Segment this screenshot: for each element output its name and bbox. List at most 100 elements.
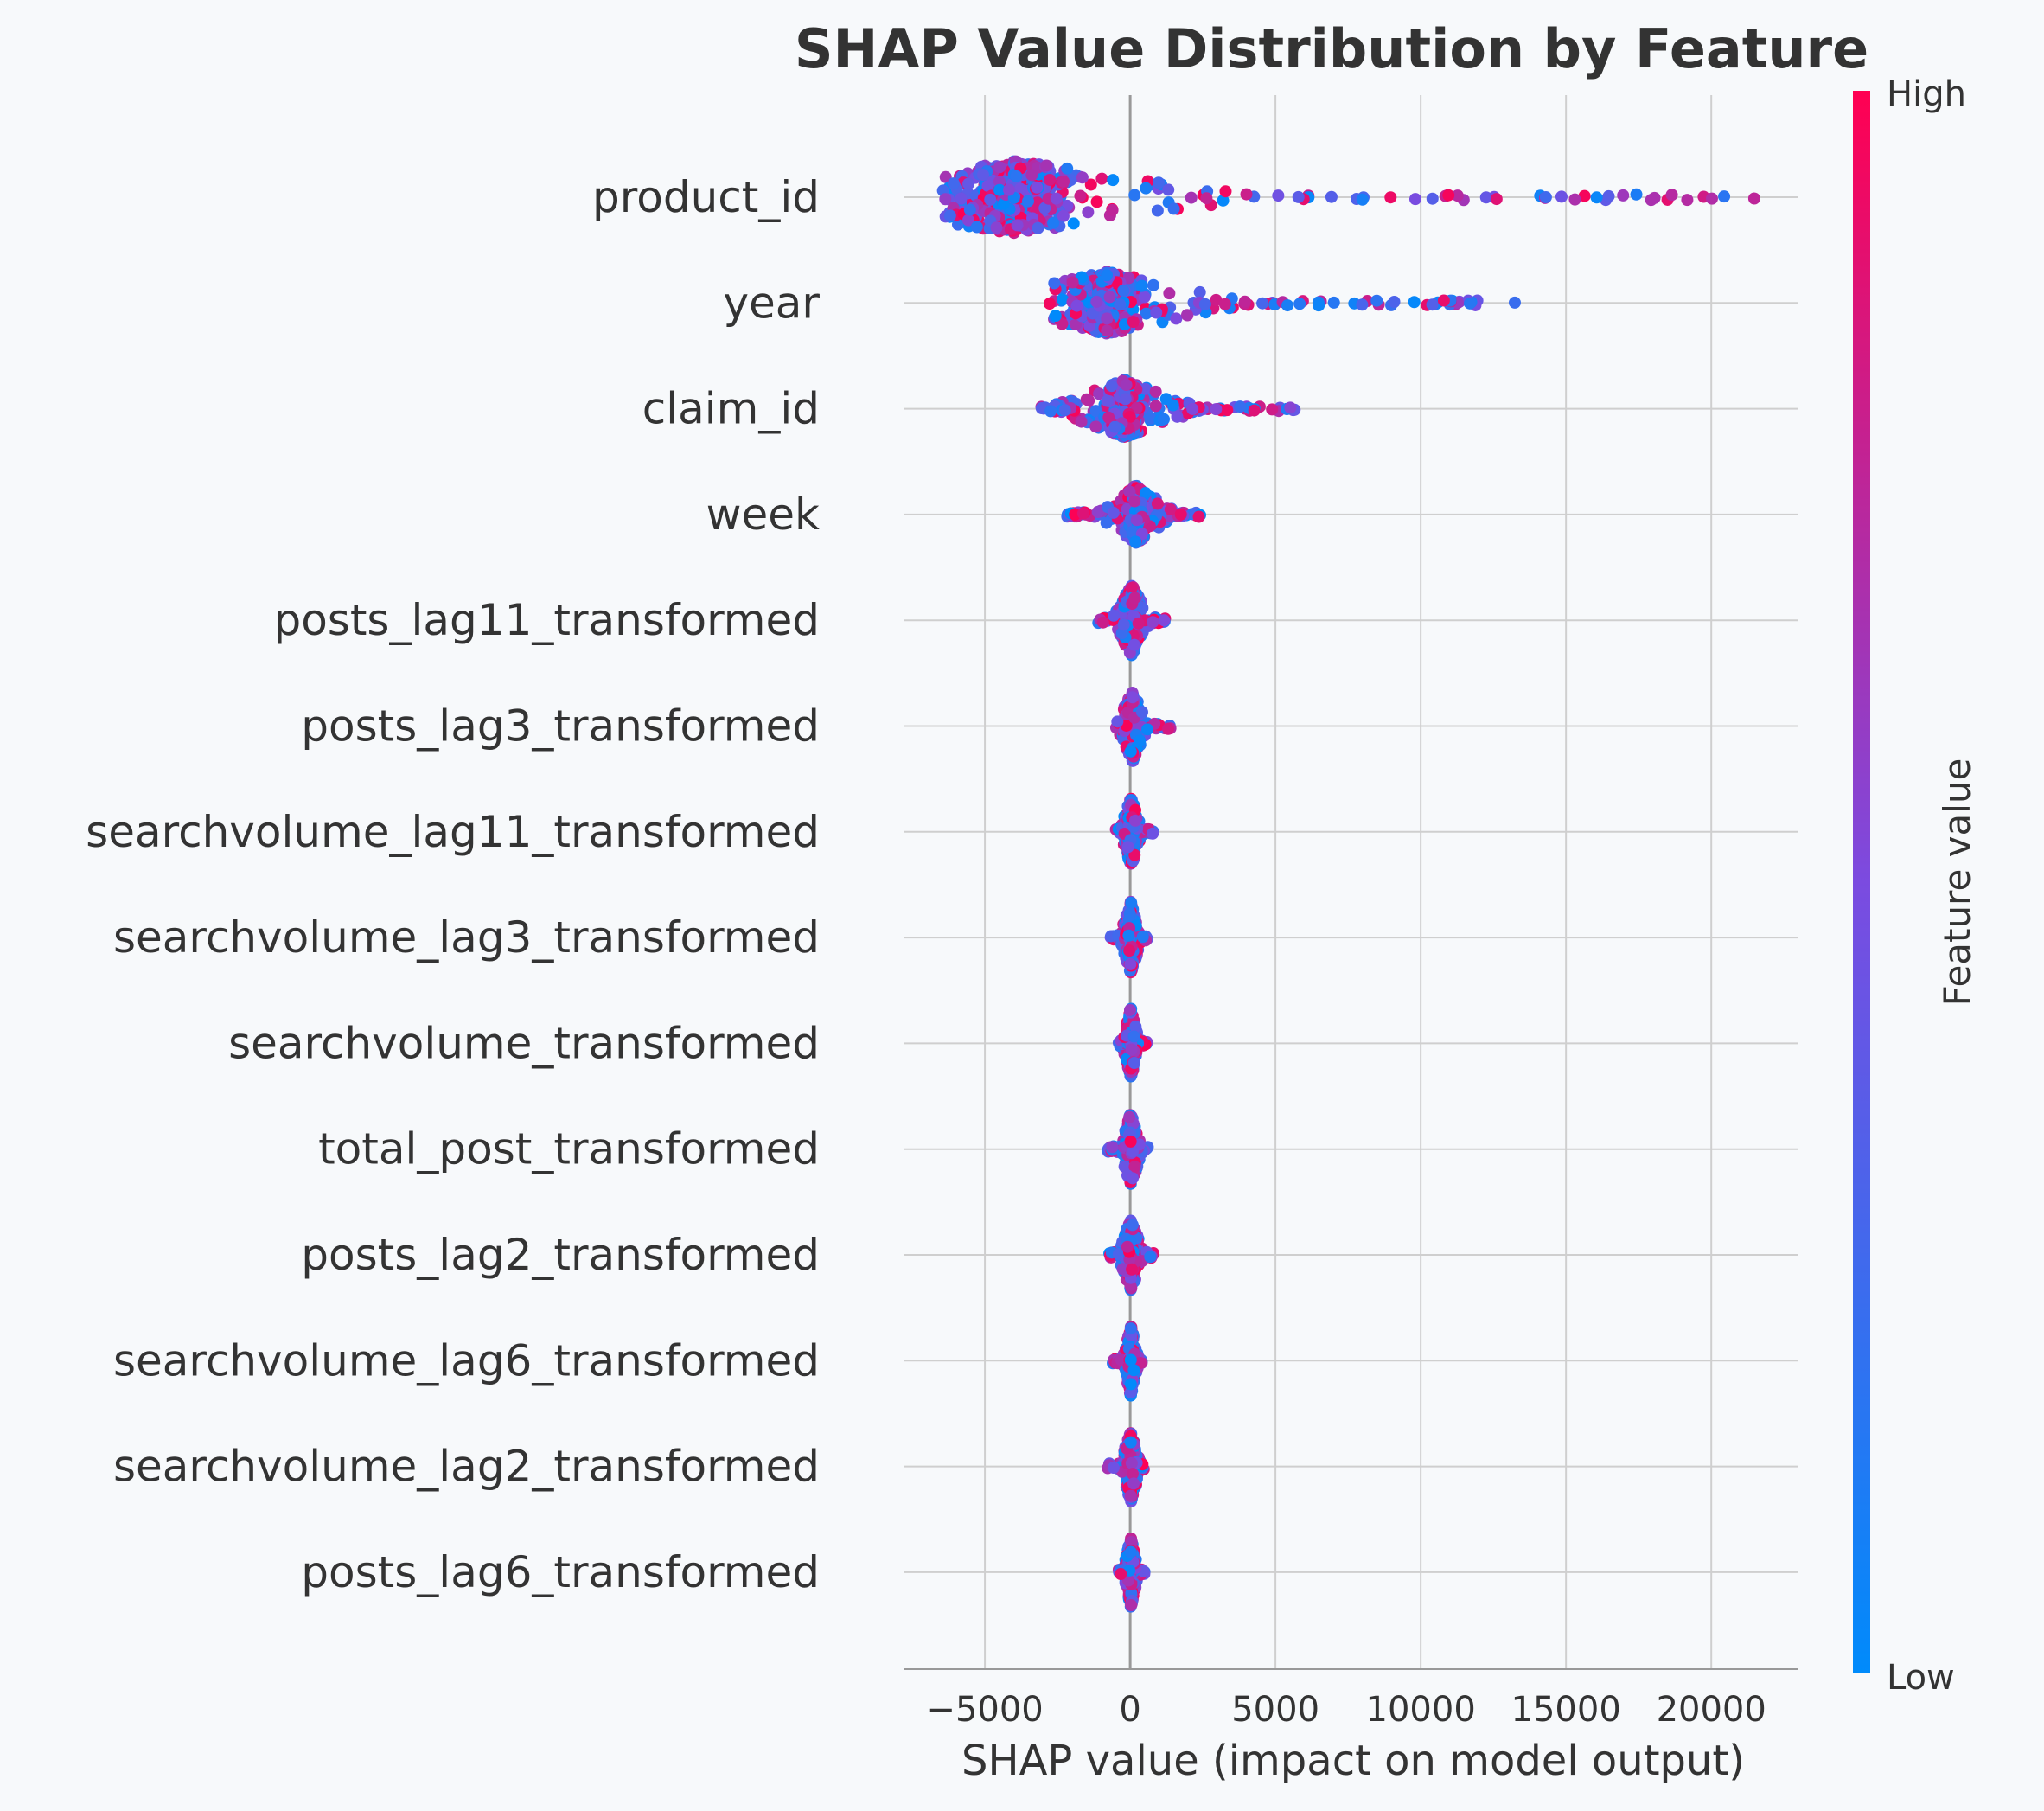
shap-point bbox=[1539, 191, 1552, 204]
shap-point bbox=[1090, 295, 1103, 308]
shap-point bbox=[1127, 1056, 1140, 1069]
shap-point bbox=[1479, 191, 1492, 204]
shap-point bbox=[1091, 506, 1104, 519]
shap-point bbox=[1126, 1145, 1139, 1158]
shap-point bbox=[1555, 190, 1568, 203]
shap-point bbox=[1284, 401, 1297, 414]
shap-point bbox=[1011, 219, 1024, 232]
shap-point bbox=[1114, 298, 1127, 311]
shap-point bbox=[1126, 691, 1139, 704]
shap-point bbox=[1056, 317, 1069, 330]
shap-point bbox=[1292, 190, 1305, 203]
shap-point bbox=[1107, 174, 1120, 187]
shap-point bbox=[1061, 162, 1074, 175]
shap-point bbox=[1022, 195, 1035, 208]
shap-point bbox=[1325, 190, 1338, 203]
shap-point bbox=[1132, 617, 1145, 630]
shap-point bbox=[1043, 298, 1056, 310]
shap-point bbox=[1426, 192, 1439, 205]
shap-point bbox=[1327, 296, 1340, 309]
shap-point bbox=[1096, 616, 1109, 629]
shap-point bbox=[976, 169, 989, 182]
shap-point bbox=[1112, 1248, 1125, 1261]
shap-point bbox=[1127, 316, 1140, 329]
shap-point bbox=[1048, 277, 1061, 290]
shap-point bbox=[1066, 276, 1079, 289]
shap-point bbox=[1426, 298, 1439, 311]
shap-point bbox=[1147, 616, 1159, 629]
shap-point bbox=[1140, 182, 1153, 195]
shap-point bbox=[1123, 485, 1136, 498]
shap-point bbox=[1134, 734, 1147, 747]
feature-label: searchvolume_transformed bbox=[228, 1018, 820, 1068]
shap-point bbox=[1128, 1161, 1141, 1174]
shap-point bbox=[981, 179, 994, 192]
shap-point bbox=[1170, 312, 1183, 325]
shap-point bbox=[1149, 400, 1162, 413]
shap-point bbox=[1126, 1263, 1139, 1276]
shap-point bbox=[1141, 723, 1154, 736]
shap-point bbox=[1076, 271, 1089, 284]
shap-point bbox=[1568, 193, 1581, 206]
shap-point bbox=[1075, 415, 1088, 428]
shap-point bbox=[1082, 206, 1095, 219]
shap-point bbox=[1121, 1240, 1134, 1253]
shap-point bbox=[1370, 294, 1383, 307]
shap-point bbox=[1149, 385, 1162, 398]
shap-point bbox=[1116, 1263, 1129, 1276]
shap-point bbox=[1083, 394, 1095, 407]
x-tick-label: 0 bbox=[1119, 1690, 1140, 1730]
shap-point bbox=[1192, 510, 1205, 523]
shap-point bbox=[1126, 1172, 1139, 1185]
feature-label: searchvolume_lag3_transformed bbox=[113, 912, 820, 963]
shap-point bbox=[970, 221, 983, 234]
shap-point bbox=[1248, 404, 1261, 417]
shap-point bbox=[1384, 191, 1397, 204]
shap-points bbox=[936, 155, 1760, 1613]
shap-point bbox=[1076, 507, 1089, 520]
shap-point bbox=[1101, 312, 1114, 325]
shap-point bbox=[1166, 399, 1179, 412]
shap-point bbox=[1602, 189, 1615, 202]
shap-point bbox=[1590, 191, 1603, 204]
shap-point bbox=[1705, 192, 1718, 205]
shap-point bbox=[1617, 189, 1630, 202]
colorbar-low-label: Low bbox=[1887, 1658, 1955, 1698]
feature-label: claim_id bbox=[642, 384, 820, 434]
shap-point bbox=[1003, 183, 1016, 196]
shap-point bbox=[1127, 1030, 1140, 1043]
shap-point bbox=[1084, 178, 1097, 191]
shap-point bbox=[1120, 379, 1133, 392]
shap-point bbox=[1102, 411, 1115, 424]
feature-rows bbox=[904, 196, 1798, 1573]
shap-point bbox=[962, 177, 975, 190]
feature-label: posts_lag3_transformed bbox=[301, 701, 820, 752]
feature-label: searchvolume_lag2_transformed bbox=[113, 1442, 820, 1492]
feature-label: posts_lag2_transformed bbox=[301, 1230, 820, 1280]
shap-point bbox=[1185, 191, 1198, 204]
shap-point bbox=[1144, 412, 1157, 425]
shap-point bbox=[993, 183, 1006, 196]
feature-label: posts_lag11_transformed bbox=[273, 595, 820, 645]
x-axis-title: SHAP value (impact on model output) bbox=[961, 1737, 1745, 1785]
shap-point bbox=[1115, 1568, 1127, 1581]
feature-label: posts_lag6_transformed bbox=[301, 1547, 820, 1597]
shap-point bbox=[1126, 525, 1139, 538]
shap-point bbox=[1162, 183, 1175, 196]
x-axis: −5000 0 5000 10000 15000 20000 bbox=[904, 1668, 1798, 1730]
shap-point bbox=[1049, 310, 1062, 323]
shap-point bbox=[1128, 592, 1141, 605]
colorbar: High Low Feature value bbox=[1853, 74, 1978, 1698]
x-tick-label: 15000 bbox=[1511, 1690, 1621, 1730]
shap-point bbox=[1150, 306, 1163, 319]
shap-point bbox=[1101, 394, 1114, 407]
shap-point bbox=[1125, 1535, 1138, 1548]
colorbar-title: Feature value bbox=[1936, 758, 1978, 1007]
colorbar-high-label: High bbox=[1887, 74, 1966, 114]
shap-point bbox=[1163, 287, 1176, 300]
shap-point bbox=[1234, 400, 1247, 413]
shap-point bbox=[1158, 614, 1171, 627]
shap-point bbox=[1123, 1004, 1136, 1016]
feature-label: week bbox=[706, 490, 820, 540]
shap-point bbox=[1127, 1364, 1140, 1377]
